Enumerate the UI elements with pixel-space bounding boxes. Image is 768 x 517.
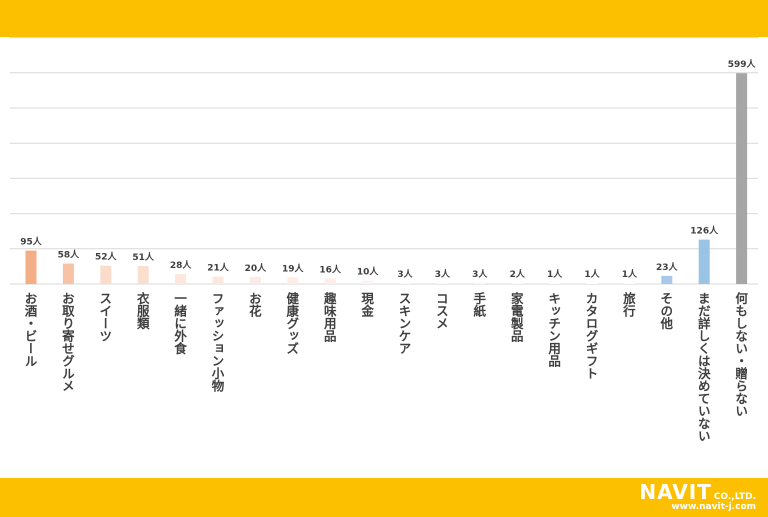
category-label: キッチン用品 <box>546 292 561 368</box>
bar <box>324 278 336 284</box>
bar <box>736 73 748 284</box>
category-label: 現金 <box>359 292 374 318</box>
logo-company-suffix: CO.,LTD. <box>713 492 756 502</box>
bottom-footer-band <box>0 478 768 517</box>
value-label: 95人 <box>20 236 43 248</box>
value-label: 52人 <box>95 251 118 263</box>
company-brand: NAVIT CO.,LTD. www.navit-j.com <box>616 481 756 515</box>
bar <box>100 265 112 284</box>
bar <box>175 274 187 284</box>
category-label: コスメ <box>434 292 449 330</box>
value-label: 51人 <box>132 251 155 263</box>
value-label: 19人 <box>282 262 305 274</box>
value-label: 3人 <box>472 268 488 280</box>
value-label: 20人 <box>245 262 268 274</box>
bar <box>623 283 635 284</box>
bar <box>62 263 74 284</box>
bar <box>287 277 299 284</box>
value-label: 21人 <box>207 262 230 274</box>
value-label: 3人 <box>397 268 413 280</box>
bar <box>362 280 374 284</box>
value-label: 2人 <box>510 268 526 280</box>
top-header-band <box>0 0 768 37</box>
company-logo: NAVIT CO.,LTD. <box>639 481 756 508</box>
bar <box>698 239 710 284</box>
category-label: 趣味用品 <box>322 291 337 343</box>
bar <box>249 277 261 284</box>
bar <box>511 283 523 284</box>
category-label: お酒・ビール <box>23 292 38 367</box>
logo-text: NAVIT <box>639 480 712 504</box>
category-label: お取り寄せグルメ <box>60 292 75 392</box>
category-labels: お酒・ビール お取り寄せグルメ スイーツ 衣服類 一緒に外食 ファッション小物 お花 健康グッ… <box>23 291 749 442</box>
bar <box>137 266 149 284</box>
category-label: 何もしない・贈らない <box>733 291 748 417</box>
category-label: 家電製品 <box>509 291 524 343</box>
category-label: スイーツ <box>97 292 112 342</box>
bar <box>661 275 673 284</box>
value-label: 1人 <box>547 268 563 280</box>
bar <box>212 276 224 284</box>
category-label: 健康グッズ <box>284 291 299 355</box>
bar <box>436 282 448 284</box>
bar <box>586 283 598 284</box>
value-label: 1人 <box>584 268 600 280</box>
value-label: 599人 <box>728 58 757 70</box>
category-label: スキンケア <box>397 292 412 355</box>
value-label: 58人 <box>58 249 81 261</box>
category-label: 手紙 <box>471 291 486 318</box>
bar <box>474 282 486 284</box>
bar-chart: 95人 58人 52人 51人 28人 21人 20人 19人 16人 10人 3人 3人 3人 2人 1人… <box>10 37 758 442</box>
value-label: 3人 <box>435 268 451 280</box>
bars <box>25 73 748 284</box>
value-label: 1人 <box>622 268 638 280</box>
gridlines <box>10 37 758 285</box>
value-labels: 95人 58人 52人 51人 28人 21人 20人 19人 16人 10人 3人 3人 3人 2人 1人… <box>20 58 756 280</box>
category-label: 衣服類 <box>135 291 150 330</box>
company-url: www.navit-j.com <box>671 502 756 512</box>
category-label: ファッション小物 <box>210 292 225 393</box>
value-label: 10人 <box>357 266 380 278</box>
value-label: 28人 <box>170 259 193 271</box>
bar <box>399 282 411 284</box>
bar <box>25 250 37 284</box>
category-label: まだ詳しくは決めていない <box>696 292 711 442</box>
category-label: 旅行 <box>621 291 636 318</box>
category-label: 一緒に外食 <box>172 292 187 355</box>
bar <box>549 283 561 284</box>
category-label: カタログギフト <box>584 292 599 380</box>
value-label: 126人 <box>690 225 719 237</box>
value-label: 23人 <box>656 261 679 273</box>
category-label: その他 <box>658 292 673 330</box>
category-label: お花 <box>247 292 262 318</box>
value-label: 16人 <box>319 263 342 275</box>
